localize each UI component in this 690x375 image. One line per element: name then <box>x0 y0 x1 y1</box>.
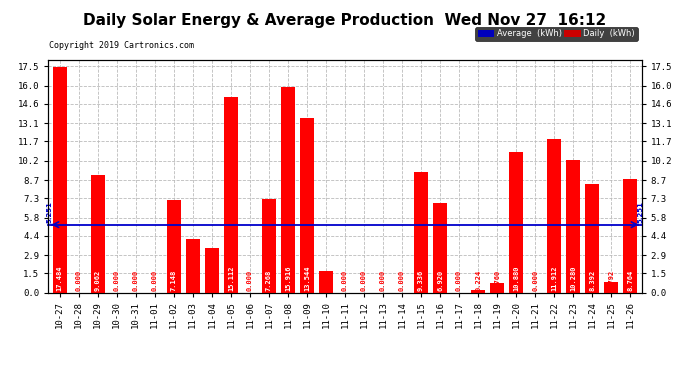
Bar <box>623 179 638 292</box>
Text: 0.000: 0.000 <box>247 270 253 291</box>
Text: 0.760: 0.760 <box>494 270 500 291</box>
Text: 9.062: 9.062 <box>95 270 101 291</box>
Bar <box>205 248 219 292</box>
Text: 8.764: 8.764 <box>627 270 633 291</box>
Text: 6.920: 6.920 <box>437 270 443 291</box>
Bar <box>167 200 181 292</box>
Text: 5.251: 5.251 <box>638 201 644 223</box>
Bar <box>90 176 105 292</box>
Text: 8.392: 8.392 <box>589 270 595 291</box>
Text: Daily Solar Energy & Average Production  Wed Nov 27  16:12: Daily Solar Energy & Average Production … <box>83 13 607 28</box>
Text: 0.792: 0.792 <box>609 270 614 291</box>
Text: 0.000: 0.000 <box>361 270 367 291</box>
Text: 0.000: 0.000 <box>532 270 538 291</box>
Text: 15.916: 15.916 <box>285 266 291 291</box>
Bar <box>547 139 562 292</box>
Bar <box>262 199 276 292</box>
Text: 7.268: 7.268 <box>266 270 272 291</box>
Text: 0.000: 0.000 <box>132 270 139 291</box>
Bar <box>433 203 447 292</box>
Bar <box>224 97 238 292</box>
Text: 9.336: 9.336 <box>418 270 424 291</box>
Bar <box>52 67 67 292</box>
Bar <box>566 160 580 292</box>
Text: 13.544: 13.544 <box>304 266 310 291</box>
Bar <box>604 282 618 292</box>
Text: 10.880: 10.880 <box>513 266 519 291</box>
Bar <box>414 172 428 292</box>
Text: 7.148: 7.148 <box>171 270 177 291</box>
Bar <box>471 290 485 292</box>
Bar <box>186 239 200 292</box>
Text: 10.280: 10.280 <box>570 266 576 291</box>
Text: 0.000: 0.000 <box>380 270 386 291</box>
Text: 4.136: 4.136 <box>190 270 196 291</box>
Bar <box>585 184 600 292</box>
Text: 3.476: 3.476 <box>209 270 215 291</box>
Bar <box>300 117 314 292</box>
Text: 17.484: 17.484 <box>57 266 63 291</box>
Legend: Average  (kWh), Daily  (kWh): Average (kWh), Daily (kWh) <box>475 27 638 41</box>
Text: 0.000: 0.000 <box>399 270 405 291</box>
Bar <box>319 271 333 292</box>
Text: Copyright 2019 Cartronics.com: Copyright 2019 Cartronics.com <box>50 41 195 50</box>
Text: 0.000: 0.000 <box>456 270 462 291</box>
Text: 1.680: 1.680 <box>323 270 329 291</box>
Text: 0.000: 0.000 <box>76 270 81 291</box>
Bar <box>490 283 504 292</box>
Text: 11.912: 11.912 <box>551 266 558 291</box>
Bar <box>281 87 295 292</box>
Text: 0.000: 0.000 <box>114 270 120 291</box>
Text: 15.112: 15.112 <box>228 266 234 291</box>
Bar <box>509 152 523 292</box>
Text: 5.251: 5.251 <box>46 201 52 223</box>
Text: 0.000: 0.000 <box>152 270 158 291</box>
Text: 0.224: 0.224 <box>475 270 481 291</box>
Text: 0.000: 0.000 <box>342 270 348 291</box>
